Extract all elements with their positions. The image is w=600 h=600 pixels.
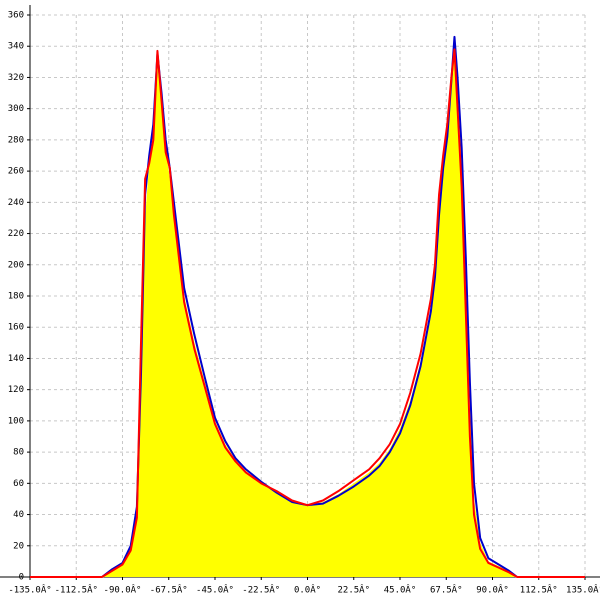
y-tick-label: 240 [8,198,24,208]
x-tick-label: 135.0Â° [566,584,600,596]
y-tick-label: 200 [8,260,24,270]
y-tick-label: 40 [13,510,24,520]
x-tick-label: -45.0Â° [196,584,234,596]
y-tick-label: 260 [8,167,24,177]
y-tick-label: 360 [8,11,24,21]
y-tick-label: 220 [8,229,24,239]
y-tick-label: 280 [8,135,24,145]
y-tick-label: 160 [8,323,24,333]
x-tick-label: -135.0Â° [8,584,51,596]
x-tick-label: -112.5Â° [55,584,98,596]
x-tick-label: -90.0Â° [104,584,142,596]
x-tick-label: 90.0Â° [476,584,509,596]
x-tick-label: 22.5Â° [337,584,370,596]
area [101,54,518,577]
y-tick-label: 300 [8,104,24,114]
y-tick-label: 60 [13,479,24,489]
x-tick-label: 112.5Â° [520,584,558,596]
y-tick-label: 180 [8,292,24,302]
y-tick-label: 140 [8,354,24,364]
y-tick-label: 340 [8,42,24,52]
y-tick-label: 120 [8,385,24,395]
line [30,48,585,578]
x-tick-label: -22.5Â° [242,584,280,596]
y-tick-label: 80 [13,448,24,458]
y-tick-label: 100 [8,416,24,426]
x-tick-label: -67.5Â° [150,584,188,596]
y-tick-label: 320 [8,73,24,83]
x-tick-label: 45.0Â° [384,584,417,596]
x-tick-label: 0.0Â° [294,584,321,596]
x-tick-label: 67.5Â° [430,584,463,596]
y-tick-label: 20 [13,541,24,551]
